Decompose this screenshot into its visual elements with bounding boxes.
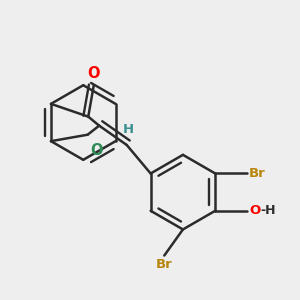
Text: O: O xyxy=(91,142,103,158)
Text: Br: Br xyxy=(249,167,266,180)
Text: O: O xyxy=(249,204,260,217)
Text: H: H xyxy=(123,123,134,136)
Text: -H: -H xyxy=(261,204,276,217)
Text: Br: Br xyxy=(156,259,173,272)
Text: O: O xyxy=(88,67,100,82)
